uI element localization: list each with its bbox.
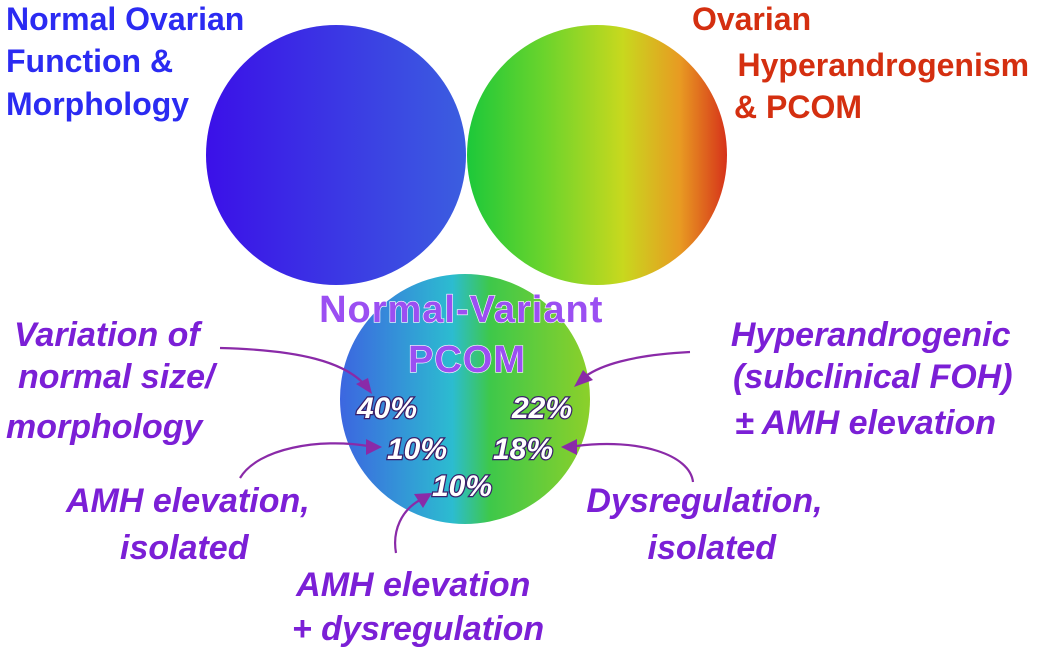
label-amh-isolated-line-2: isolated [120,529,250,567]
arrow-hyperandrogenic-head [574,370,593,387]
arrow-amh-isolated [239,442,369,479]
label-amh-plus-dysregulation-line-2: + dysregulation [292,610,544,648]
label-hyperandrogenic-line-3: ± AMH elevation [735,404,996,442]
normal-variant-title: Normal-Variant PCOM [319,289,615,381]
arrow-dysregulation-isolated [575,442,695,483]
normal-function-title: Normal Ovarian Function & Morphology [6,1,253,122]
pct-amh-plus-dysregulation: 10% [432,470,492,503]
label-amh-plus-dysregulation: AMH elevation + dysregulation [292,566,544,648]
label-amh-plus-dysregulation-line-1: AMH elevation [295,566,530,604]
normal-variant-title-line-2: PCOM [408,339,526,381]
arrow-hyperandrogenic [585,350,691,377]
hyperandrogenism-circle [467,25,727,285]
label-hyperandrogenic: Hyperandrogenic (subclinical FOH) ± AMH … [731,316,1022,442]
pct-hyperandrogenic: 22% [511,392,572,425]
pct-amh-isolated: 10% [387,433,447,466]
arrow-size-variation [219,346,367,387]
arrow-size-variation-head [356,378,372,394]
normal-function-circle [206,25,466,285]
arrow-dysregulation-isolated-head [561,439,577,455]
label-size-variation-line-2: normal size/ [18,358,218,396]
arrow-amh-isolated-head [366,439,382,455]
label-hyperandrogenic-line-2: (subclinical FOH) [733,358,1013,396]
hyperandrogenism-title-line-1: Ovarian [692,1,811,37]
label-hyperandrogenic-line-1: Hyperandrogenic [731,316,1011,354]
normal-function-title-line-3: Morphology [6,86,189,122]
arrow-amh-plus-dysregulation-head [414,493,432,508]
pct-size-variation: 40% [356,392,417,425]
label-size-variation-line-1: Variation of [14,316,203,354]
label-amh-isolated: AMH elevation, isolated [65,482,319,567]
label-size-variation: Variation of normal size/ morphology [6,316,224,446]
pct-dysregulation-isolated: 18% [493,433,553,466]
normal-function-title-line-1: Normal Ovarian [6,1,244,37]
arrow-amh-plus-dysregulation [394,499,421,554]
label-size-variation-line-3: morphology [6,408,205,446]
normal-function-title-line-2: Function & [6,43,173,79]
normal-variant-circle [340,274,590,524]
label-dysregulation-isolated: Dysregulation, isolated [586,482,832,567]
hyperandrogenism-title-line-2: Hyperandrogenism [737,47,1029,83]
label-amh-isolated-line-1: AMH elevation, [65,482,310,520]
label-dysregulation-isolated-line-2: isolated [648,529,778,567]
normal-variant-title-line-1: Normal-Variant [319,289,603,331]
hyperandrogenism-title: Ovarian Hyperandrogenism & PCOM [692,1,1038,125]
hyperandrogenism-title-line-3: & PCOM [734,89,862,125]
label-dysregulation-isolated-line-1: Dysregulation, [586,482,822,520]
